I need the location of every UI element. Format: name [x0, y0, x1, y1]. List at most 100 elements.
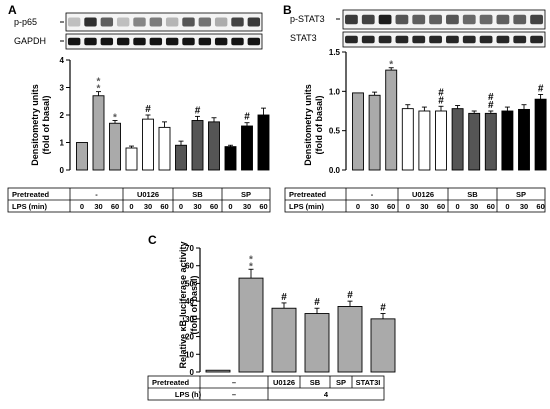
- row-label: LPS (h): [175, 390, 202, 399]
- blot-stat3-band: [395, 35, 409, 44]
- y-axis-label: Relative κB-luciferase activity: [178, 241, 188, 368]
- bar: [468, 112, 481, 171]
- blot-stat3-band: [496, 35, 510, 44]
- bar-chart-c: 0 10 20 30 40 50 60 70 ** # # # #: [185, 244, 396, 377]
- blot-gapdh-band: [198, 37, 212, 46]
- significance-mark: *: [389, 60, 393, 71]
- blot-gapdh-frame: [65, 33, 263, 50]
- bar: [224, 146, 237, 171]
- blot-gapdh-band: [231, 37, 244, 46]
- blot-stat3-band: [530, 35, 543, 44]
- blot-label: GAPDH: [14, 36, 46, 46]
- blot-gapdh-band: [116, 37, 130, 46]
- bar: [501, 110, 514, 171]
- group-label: SP: [241, 190, 251, 199]
- blot-p-p65-band: [182, 17, 195, 27]
- y-tick-label: 1.0: [329, 87, 341, 96]
- y-tick-label: 0: [60, 166, 65, 175]
- blot-p-p65-band: [116, 17, 130, 27]
- row-label: Pretreated: [289, 190, 327, 199]
- table-c: Pretreated LPS (h) – U0126 SB SP STAT3I – 4: [147, 375, 385, 401]
- group-label: U0126: [273, 378, 295, 387]
- blot-p-p65-band: [133, 17, 146, 27]
- blot-p-stat3-band: [530, 14, 543, 25]
- lps-value: 30: [243, 202, 251, 211]
- row-label: Pretreated: [152, 378, 190, 387]
- blot-stat3-band: [378, 35, 392, 44]
- bar: [435, 110, 447, 171]
- lps-value: 60: [487, 202, 495, 211]
- lps-value: 0: [505, 202, 509, 211]
- significance-mark: *: [249, 254, 253, 265]
- y-label-b: Densitometry units (fold of basal): [303, 84, 324, 166]
- bar: [304, 313, 330, 373]
- significance-mark: #: [380, 303, 386, 314]
- blot-stat3-band: [412, 35, 426, 44]
- group-label: SB: [467, 190, 478, 199]
- significance-mark: *: [97, 77, 101, 88]
- blot-stat3: [342, 31, 546, 48]
- group-label: U0126: [412, 190, 434, 199]
- bar: [451, 108, 464, 171]
- y-axis-label: Densitometry units: [30, 84, 40, 166]
- blot-stat3-band: [361, 35, 375, 44]
- lps-value: 30: [193, 202, 201, 211]
- row-label: LPS (min): [12, 202, 48, 211]
- bar: [125, 147, 138, 171]
- bar: [370, 318, 396, 373]
- blot-stat3-band: [429, 35, 442, 44]
- blot-p-stat3-band: [378, 14, 392, 25]
- y-tick-label: 0: [190, 368, 195, 377]
- lps-value: 0: [129, 202, 133, 211]
- significance-mark: #: [538, 83, 544, 94]
- group-label: STAT3I: [356, 378, 381, 387]
- lps-value: 60: [437, 202, 445, 211]
- group-label: SP: [516, 190, 526, 199]
- blot-p-p65-band: [149, 17, 163, 27]
- blot-p-stat3-band: [513, 14, 527, 25]
- lps-value: 30: [370, 202, 378, 211]
- blot-stat3-frame: [342, 31, 546, 48]
- bar: [385, 69, 398, 171]
- blot-label: p-STAT3: [290, 14, 325, 24]
- significance-mark: *: [249, 261, 253, 272]
- bar: [484, 112, 497, 171]
- lps-value: 30: [144, 202, 152, 211]
- y-tick-label: 4: [60, 56, 65, 65]
- lps-value: 0: [456, 202, 460, 211]
- group-label: -: [95, 190, 98, 199]
- y-axis-label: (fold of basal): [41, 96, 51, 155]
- blot-p-p65-frame: [65, 12, 263, 32]
- significance-mark: #: [244, 112, 250, 123]
- blot-gapdh-band: [149, 37, 163, 46]
- y-axis-label: (fold of basal): [314, 96, 324, 155]
- bar: [241, 125, 253, 171]
- group-label: –: [232, 378, 236, 387]
- blot-p-p65-band: [67, 17, 81, 27]
- lps-value: 30: [420, 202, 428, 211]
- blot-p-p65: [65, 12, 263, 32]
- lps-value: 0: [179, 202, 183, 211]
- y-tick-label: 30: [185, 315, 194, 324]
- blot-gapdh-band: [84, 37, 97, 46]
- group-label: SP: [336, 378, 346, 387]
- lps-value: –: [232, 390, 236, 399]
- bar: [205, 369, 231, 373]
- y-tick-label: 10: [185, 350, 194, 359]
- blot-p-stat3-band: [462, 14, 476, 25]
- blot-stat3-band: [513, 35, 527, 44]
- bar: [401, 108, 414, 171]
- y-tick-label: 0.5: [329, 127, 341, 136]
- y-label-c: Relative κB-luciferase activity (fold of …: [178, 241, 199, 368]
- group-label: SB: [192, 190, 203, 199]
- lps-value: 30: [94, 202, 102, 211]
- blot-gapdh-band: [182, 37, 195, 46]
- blot-stat3-band: [479, 35, 493, 44]
- bar-chart-b: 0.00.51.01.5*#####: [329, 48, 547, 175]
- panel-letter: B: [283, 3, 292, 17]
- blot-p-stat3-band: [446, 14, 459, 25]
- blot-label: p-p65: [14, 17, 37, 27]
- blot-gapdh-band: [67, 37, 81, 46]
- blot-gapdh: [65, 33, 263, 50]
